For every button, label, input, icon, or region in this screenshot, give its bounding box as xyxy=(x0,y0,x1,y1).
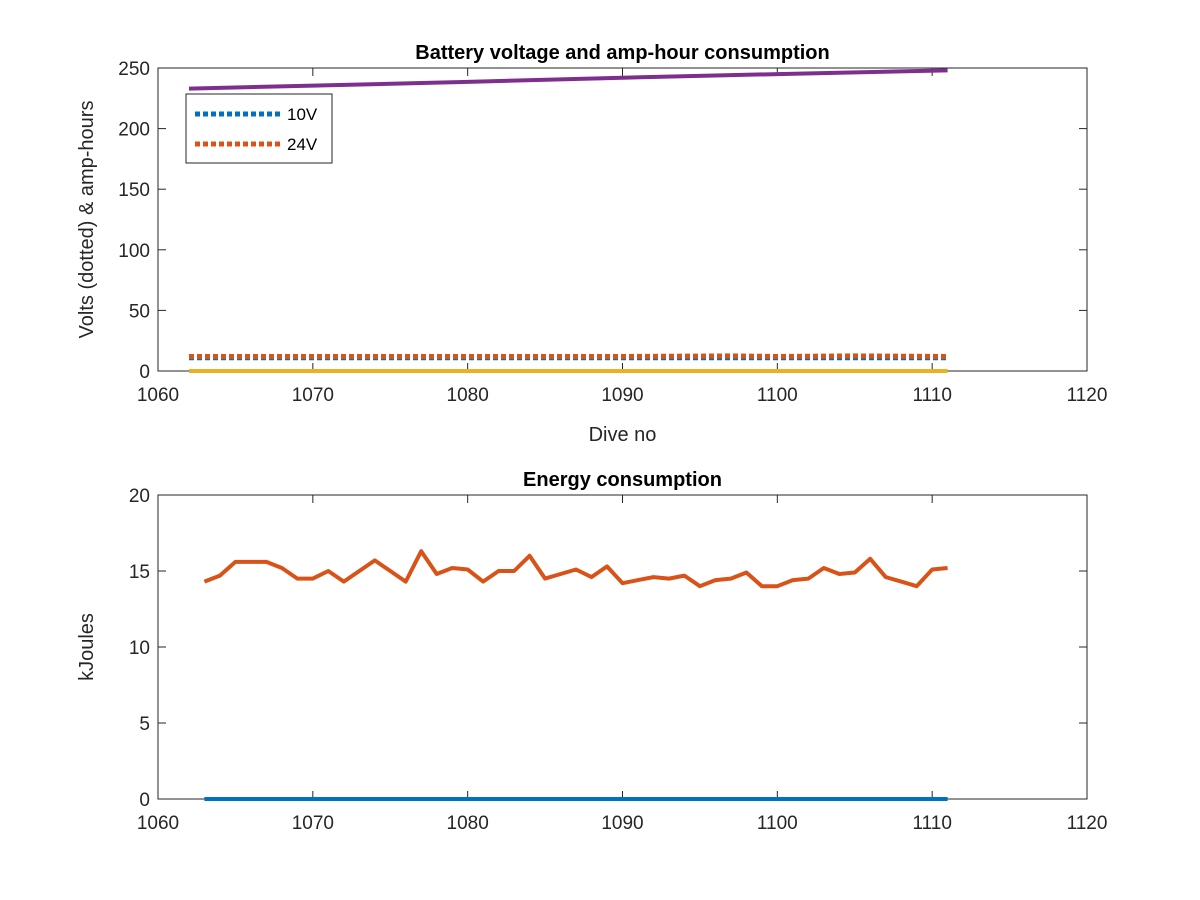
x-tick-label: 1070 xyxy=(292,385,334,406)
x-tick-label: 1110 xyxy=(912,385,951,406)
x-tick-label: 1080 xyxy=(447,385,489,406)
y-tick-label: 15 xyxy=(129,562,150,583)
y-tick-label: 0 xyxy=(139,790,150,811)
x-tick-label: 1110 xyxy=(912,813,951,834)
x-tick-label: 1100 xyxy=(757,813,798,834)
chart-title: Battery voltage and amp-hour consumption xyxy=(415,42,829,64)
series-line-24V xyxy=(189,353,948,359)
legend-label: 10V xyxy=(287,105,318,124)
x-tick-label: 1100 xyxy=(757,385,798,406)
y-tick-label: 50 xyxy=(129,301,150,322)
legend-label: 24V xyxy=(287,135,318,154)
chart-title: Energy consumption xyxy=(523,469,722,491)
x-tick-label: 1120 xyxy=(1067,385,1108,406)
y-tick-label: 20 xyxy=(129,486,150,507)
y-tick-label: 10 xyxy=(129,638,150,659)
x-tick-label: 1090 xyxy=(601,385,643,406)
plot-area-box xyxy=(157,494,1088,800)
battery-voltage-panel: 1060 1070 1080 1090 1100 1110 1120 0 50 100 150 200… xyxy=(76,42,1107,446)
x-tick-label: 1090 xyxy=(601,813,643,834)
series-line-3 xyxy=(188,68,948,91)
x-tick-label: 1120 xyxy=(1067,813,1108,834)
y-tick-label: 100 xyxy=(118,241,150,262)
x-tick-label: 1080 xyxy=(447,813,489,834)
x-tick-label: 1060 xyxy=(137,813,179,834)
legend-box xyxy=(185,93,333,164)
y-tick-label: 150 xyxy=(118,180,150,201)
x-tick-label: 1070 xyxy=(292,813,334,834)
legend: 10V 24V xyxy=(185,93,333,164)
energy-consumption-panel: 1060 1070 1080 1090 1100 1110 1120 0 5 10 15 20 Ener… xyxy=(76,469,1107,834)
x-tick-label: 1060 xyxy=(137,385,179,406)
series-line-1 xyxy=(203,549,948,589)
y-tick-label: 5 xyxy=(139,714,150,735)
y-tick-label: 0 xyxy=(139,362,150,383)
x-axis-label: Dive no xyxy=(589,424,657,446)
y-tick-label: 200 xyxy=(118,120,150,141)
y-axis-label: kJoules xyxy=(76,613,98,681)
y-tick-label: 250 xyxy=(118,59,150,80)
y-axis-label: Volts (dotted) & amp-hours xyxy=(76,101,98,339)
